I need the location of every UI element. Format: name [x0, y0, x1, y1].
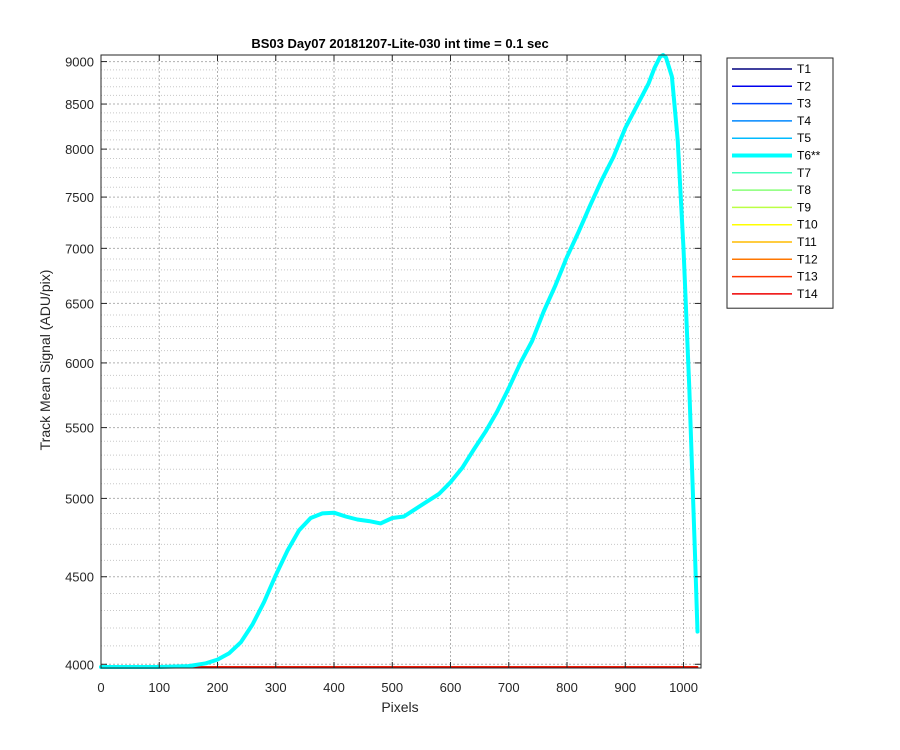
x-tick-label: 700: [498, 680, 520, 695]
legend-label: T7: [797, 166, 811, 180]
x-tick-label: 200: [207, 680, 229, 695]
legend-label: T13: [797, 270, 818, 284]
x-tick-label: 400: [323, 680, 345, 695]
x-tick-label: 800: [556, 680, 578, 695]
grid: [100, 55, 701, 668]
legend-label: T5: [797, 131, 811, 145]
y-tick-label: 4000: [65, 657, 94, 672]
x-tick-label: 1000: [669, 680, 698, 695]
plot-background: [101, 55, 701, 668]
y-tick-label: 8500: [65, 97, 94, 112]
legend-label: T3: [797, 97, 811, 111]
y-tick-label: 9000: [65, 55, 94, 70]
x-tick-label: 900: [614, 680, 636, 695]
legend-label: T6**: [797, 149, 821, 163]
legend-label: T1: [797, 62, 811, 76]
y-tick-label: 6500: [65, 296, 94, 311]
x-tick-label: 300: [265, 680, 287, 695]
legend-box: [726, 57, 834, 309]
axes-box: [100, 54, 702, 669]
x-axis-title: Pixels: [381, 699, 418, 715]
plot-area: [99, 53, 700, 669]
y-tick-label: 5500: [65, 421, 94, 436]
legend-label: T14: [797, 287, 818, 301]
x-tick-label: 100: [148, 680, 170, 695]
legend-label: T9: [797, 200, 811, 214]
axes: 0 100 200 300 400 500 600 700 800 900 1000 4000 4500…: [65, 54, 702, 695]
y-tick-label: 7500: [65, 190, 94, 205]
legend-label: T2: [797, 79, 811, 93]
x-tick-label: 500: [381, 680, 403, 695]
y-tick-label: 8000: [65, 142, 94, 157]
x-tick-label: 0: [97, 680, 104, 695]
y-tick-label: 5000: [65, 491, 94, 506]
y-axis-title: Track Mean Signal (ADU/pix): [37, 270, 53, 451]
y-tick-label: 6000: [65, 356, 94, 371]
legend-label: T8: [797, 183, 811, 197]
y-tick-label: 7000: [65, 241, 94, 256]
series-line-T6: [99, 53, 700, 669]
legend-label: T11: [797, 235, 817, 249]
legend-label: T12: [797, 252, 818, 266]
y-tick-label: 4500: [65, 570, 94, 585]
x-tick-label: 600: [440, 680, 462, 695]
legend-label: T10: [797, 218, 818, 232]
chart-title: BS03 Day07 20181207-Lite-030 int time = …: [251, 36, 548, 51]
legend-label: T4: [797, 114, 811, 128]
legend: T1 T2 T3 T4 T5 T6** T7 T8 T9 T10 T11 T12 T13 T14: [726, 57, 834, 309]
